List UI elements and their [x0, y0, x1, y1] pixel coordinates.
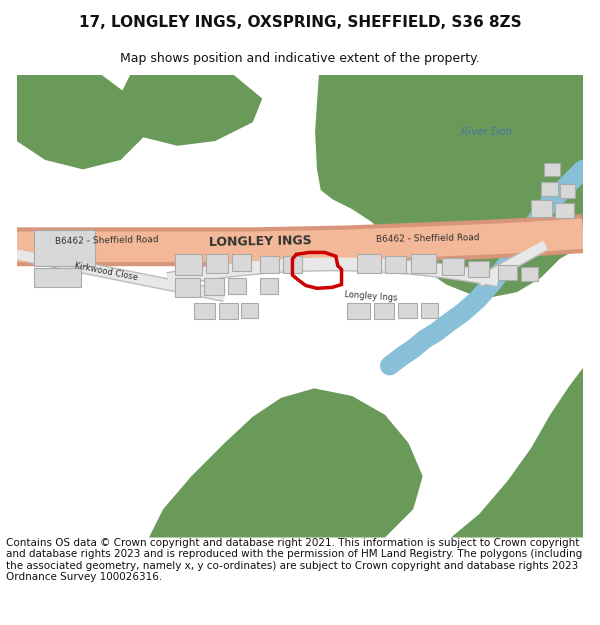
- Polygon shape: [451, 368, 583, 538]
- Bar: [442, 258, 464, 275]
- Text: Map shows position and indicative extent of the property.: Map shows position and indicative extent…: [120, 52, 480, 65]
- Text: B6462 - Sheffield Road: B6462 - Sheffield Road: [376, 233, 479, 244]
- Bar: [541, 182, 557, 196]
- Bar: [412, 254, 436, 273]
- Text: Kirkwood Close: Kirkwood Close: [74, 261, 139, 282]
- Bar: [421, 303, 438, 318]
- Bar: [521, 267, 538, 281]
- Bar: [175, 254, 202, 275]
- Bar: [260, 256, 279, 273]
- Text: B6462 - Sheffield Road: B6462 - Sheffield Road: [55, 235, 158, 246]
- Bar: [560, 184, 575, 198]
- Bar: [283, 256, 302, 273]
- Polygon shape: [17, 75, 149, 169]
- Bar: [206, 254, 228, 273]
- Bar: [34, 269, 81, 288]
- Bar: [34, 230, 95, 266]
- Bar: [175, 278, 200, 297]
- Polygon shape: [315, 75, 583, 297]
- Bar: [555, 203, 574, 219]
- Polygon shape: [149, 388, 423, 538]
- Text: Contains OS data © Crown copyright and database right 2021. This information is : Contains OS data © Crown copyright and d…: [6, 538, 582, 582]
- Polygon shape: [17, 75, 83, 112]
- Bar: [468, 261, 489, 277]
- Bar: [544, 162, 560, 176]
- Bar: [260, 278, 278, 294]
- Bar: [228, 278, 246, 294]
- Bar: [347, 303, 370, 319]
- Text: 17, LONGLEY INGS, OXSPRING, SHEFFIELD, S36 8ZS: 17, LONGLEY INGS, OXSPRING, SHEFFIELD, S…: [79, 15, 521, 30]
- Bar: [374, 303, 394, 319]
- Text: River Don: River Don: [461, 127, 512, 137]
- Bar: [204, 278, 224, 295]
- Bar: [398, 303, 417, 318]
- Text: Longley Ings: Longley Ings: [344, 291, 398, 303]
- Bar: [356, 254, 381, 273]
- Bar: [498, 265, 517, 280]
- Bar: [194, 303, 215, 319]
- Bar: [531, 199, 552, 217]
- Bar: [385, 256, 406, 273]
- Bar: [219, 303, 238, 319]
- Bar: [241, 303, 259, 318]
- Bar: [232, 254, 251, 271]
- Text: LONGLEY INGS: LONGLEY INGS: [209, 234, 312, 249]
- Polygon shape: [116, 75, 262, 146]
